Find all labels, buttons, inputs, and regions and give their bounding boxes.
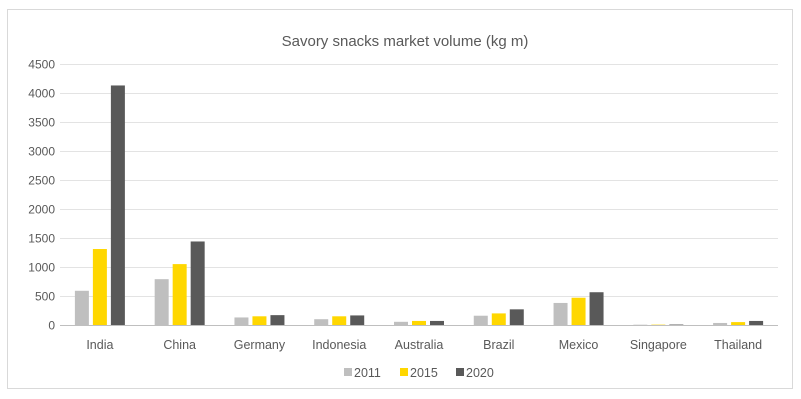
bar — [332, 316, 347, 325]
y-tick-label: 500 — [35, 290, 55, 304]
chart-title: Savory snacks market volume (kg m) — [282, 33, 529, 50]
bar — [713, 322, 728, 325]
bar — [509, 309, 524, 325]
legend: 2011 2015 2020 — [344, 366, 494, 380]
bar — [473, 315, 488, 325]
bar — [154, 279, 169, 325]
y-tick-label: 2500 — [28, 174, 55, 188]
legend-label: 2011 — [354, 366, 381, 380]
bar — [571, 297, 586, 325]
bar — [270, 315, 285, 325]
y-tick-label: 4500 — [28, 58, 55, 72]
bar — [412, 320, 426, 325]
y-tick-label: 3500 — [28, 116, 55, 130]
x-category-label: Brazil — [483, 338, 514, 352]
y-axis-ticks: 0 500 1000 1500 2000 2500 3000 3500 4000 4500 — [28, 58, 55, 333]
bar — [190, 241, 205, 325]
bar — [589, 292, 604, 325]
bar — [430, 320, 444, 325]
bar — [172, 264, 187, 325]
legend-label: 2015 — [410, 366, 438, 380]
bar — [731, 322, 746, 325]
y-tick-label: 0 — [48, 319, 55, 333]
y-tick-label: 2000 — [28, 203, 55, 217]
bar — [74, 290, 89, 325]
legend-swatch — [344, 368, 352, 376]
legend-label: 2020 — [466, 366, 494, 380]
bar — [92, 249, 107, 325]
x-category-label: Mexico — [559, 338, 599, 352]
legend-swatch — [456, 368, 464, 376]
y-tick-label: 4000 — [28, 87, 55, 101]
bar — [491, 313, 506, 325]
bar — [394, 321, 408, 325]
y-tick-label: 1500 — [28, 232, 55, 246]
bar — [749, 320, 764, 325]
x-category-label: Singapore — [630, 338, 687, 352]
bar — [234, 317, 249, 325]
y-tick-label: 3000 — [28, 145, 55, 159]
x-category-label: Germany — [234, 338, 286, 352]
x-category-label: India — [86, 338, 113, 352]
legend-swatch — [400, 368, 408, 376]
bar — [110, 85, 125, 326]
x-category-label: Australia — [395, 338, 444, 352]
bar — [553, 302, 568, 325]
bar — [314, 319, 329, 325]
bars — [74, 85, 764, 326]
x-category-label: China — [163, 338, 196, 352]
bar — [350, 315, 365, 325]
x-category-label: Thailand — [714, 338, 762, 352]
x-axis-categories: India China Germany Indonesia Australia Brazi… — [86, 338, 762, 352]
x-category-label: Indonesia — [312, 338, 366, 352]
bar — [252, 316, 267, 325]
y-tick-label: 1000 — [28, 261, 55, 275]
